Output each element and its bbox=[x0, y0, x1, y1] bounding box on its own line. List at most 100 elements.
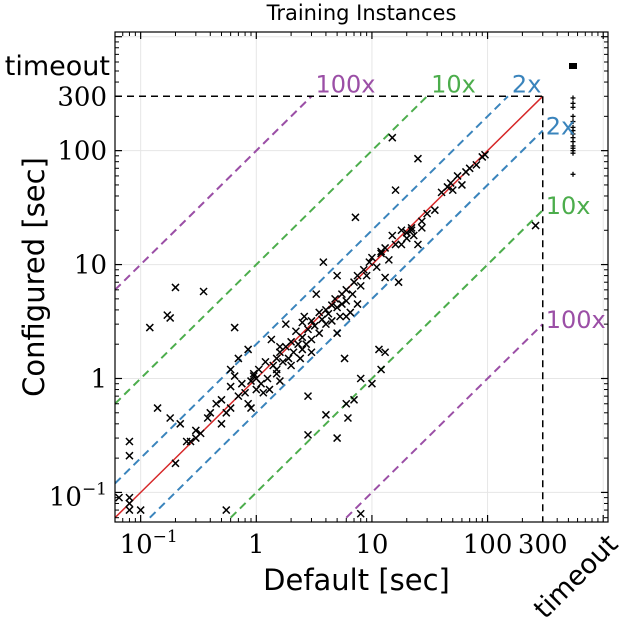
timeout-point bbox=[570, 150, 576, 156]
speedup-label-top: 100x bbox=[315, 70, 375, 98]
data-point bbox=[465, 164, 474, 173]
data-point bbox=[342, 285, 351, 294]
data-point bbox=[226, 404, 235, 413]
data-point bbox=[166, 413, 175, 423]
data-point bbox=[196, 429, 205, 438]
data-point bbox=[336, 312, 345, 321]
data-point bbox=[249, 372, 258, 381]
data-point bbox=[186, 437, 195, 446]
timeout-point bbox=[570, 119, 576, 125]
speedup-label-right: 2x bbox=[546, 113, 575, 141]
y-tick-label: 10−1 bbox=[49, 479, 107, 512]
data-point bbox=[324, 309, 333, 318]
x-tick-label: 10−1 bbox=[120, 527, 178, 560]
data-point bbox=[315, 308, 324, 317]
data-point bbox=[136, 506, 145, 515]
timeout-lines bbox=[115, 95, 544, 522]
data-point bbox=[125, 493, 134, 502]
timeout-point bbox=[570, 104, 576, 110]
data-point bbox=[300, 312, 309, 321]
data-point bbox=[166, 313, 175, 322]
data-point bbox=[254, 365, 263, 374]
data-point bbox=[206, 408, 215, 417]
data-point bbox=[265, 385, 274, 394]
data-point bbox=[377, 247, 386, 256]
data-point bbox=[171, 459, 180, 468]
data-point bbox=[307, 316, 316, 325]
data-point bbox=[388, 231, 397, 240]
data-point bbox=[377, 365, 386, 374]
speedup-line-above bbox=[115, 95, 428, 405]
data-point bbox=[448, 186, 457, 195]
data-point bbox=[199, 287, 208, 296]
speedup-line-below bbox=[149, 129, 544, 519]
x-tick-label: 10 bbox=[355, 530, 388, 560]
data-point bbox=[384, 255, 393, 264]
data-point bbox=[234, 392, 243, 401]
data-point bbox=[222, 506, 231, 515]
data-point bbox=[333, 434, 342, 443]
speedup-line-below bbox=[345, 323, 544, 519]
data-point bbox=[287, 337, 296, 346]
data-point bbox=[298, 318, 307, 327]
plot-frame bbox=[114, 31, 609, 523]
speedup-label-top: 2x bbox=[512, 70, 541, 98]
data-point bbox=[359, 265, 368, 274]
y-tick-label: 10 bbox=[74, 251, 107, 281]
speedup-line-above bbox=[115, 95, 509, 485]
data-point bbox=[333, 303, 342, 312]
data-points bbox=[115, 63, 577, 518]
data-point bbox=[312, 290, 321, 299]
chart-title: Training Instances bbox=[266, 1, 457, 25]
data-point bbox=[267, 335, 276, 344]
speedup-line-above bbox=[115, 95, 313, 291]
speedup-label-right: 10x bbox=[546, 192, 591, 220]
data-point bbox=[125, 451, 134, 460]
data-point bbox=[337, 300, 346, 309]
data-point bbox=[115, 493, 124, 502]
data-point bbox=[244, 399, 253, 408]
data-point bbox=[203, 413, 212, 423]
data-point bbox=[217, 419, 226, 428]
data-point bbox=[342, 399, 351, 408]
data-point bbox=[241, 388, 250, 397]
data-point bbox=[315, 329, 324, 338]
data-point bbox=[321, 305, 330, 314]
data-point bbox=[342, 296, 351, 305]
data-point bbox=[381, 273, 390, 282]
timeout-y-tick-label: timeout bbox=[5, 51, 110, 82]
data-point bbox=[278, 357, 287, 366]
data-point bbox=[348, 290, 357, 299]
data-point bbox=[362, 271, 371, 280]
timeout-point bbox=[570, 95, 576, 101]
data-point bbox=[342, 312, 351, 321]
data-point bbox=[409, 231, 418, 240]
data-point bbox=[281, 320, 290, 329]
data-point bbox=[176, 419, 185, 428]
data-point bbox=[377, 249, 386, 258]
data-point bbox=[303, 392, 313, 401]
data-point bbox=[327, 316, 336, 325]
x-tick-label: 100 bbox=[463, 530, 513, 560]
data-point bbox=[531, 221, 540, 230]
data-point bbox=[287, 361, 296, 370]
data-point bbox=[171, 283, 180, 292]
data-point bbox=[298, 345, 307, 354]
data-point bbox=[298, 333, 307, 342]
data-point bbox=[319, 258, 328, 267]
data-point bbox=[430, 206, 439, 215]
data-point bbox=[275, 342, 284, 351]
data-point bbox=[217, 395, 226, 404]
data-point bbox=[353, 271, 362, 280]
data-point bbox=[413, 154, 422, 163]
y-tick-label: 300 bbox=[57, 82, 107, 112]
data-point bbox=[333, 271, 342, 280]
data-point bbox=[153, 404, 162, 413]
data-point bbox=[372, 263, 381, 272]
data-point bbox=[246, 404, 256, 413]
data-point bbox=[261, 357, 270, 366]
data-point bbox=[226, 365, 235, 374]
data-point bbox=[125, 437, 134, 446]
speedup-label-top: 10x bbox=[431, 70, 476, 98]
